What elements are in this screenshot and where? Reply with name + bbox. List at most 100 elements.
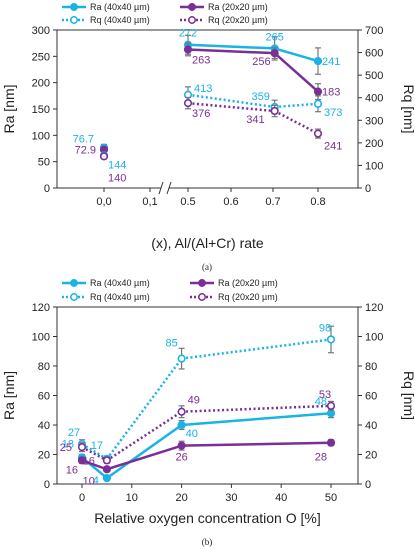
panel-b-ytick-right-label: 20 — [365, 450, 377, 462]
panel-a-series-3-segment — [274, 109, 319, 135]
panel-b-legend-swatch-marker — [198, 279, 206, 287]
panel-a-series-0-segment — [274, 47, 319, 63]
panel-b-series-2-segment — [181, 338, 332, 360]
panel-a-caption: (a) — [202, 262, 212, 272]
panel-b-series-3-point — [177, 407, 186, 416]
panel-b-ytick-left-label: 40 — [38, 420, 50, 432]
panel-a-y-axis-title-right: Rq [nm] — [401, 84, 415, 133]
panel-b-series-3-data-label: 25 — [60, 442, 72, 454]
panel-b-legend-swatch-marker — [70, 293, 78, 301]
panel-b-series-2-segment — [81, 443, 108, 461]
panel-a-series-1-data-label: 263 — [192, 54, 210, 66]
panel-b-legend-label: Ra (40x40 µm) — [90, 278, 150, 288]
panel-b-series-1-data-label: 28 — [315, 452, 327, 464]
panel-b-ytick-left-label: 0 — [44, 479, 50, 491]
panel-b-x-axis-title: Relative oxygen concentration O [%] — [94, 510, 320, 526]
panel-b-ytick-right-label: 120 — [365, 302, 383, 314]
panel-a-xtick-label: 0.7 — [265, 196, 280, 208]
panel-b-ytick-left-label: 100 — [32, 332, 50, 344]
panel-b-ytick-left-label: 20 — [38, 450, 50, 462]
panel-a-series-2-segment — [274, 102, 319, 109]
panel-a-ytick-right-label: 0 — [365, 183, 371, 195]
panel-b-series-2-data-label: 98 — [319, 322, 331, 334]
panel-a-legend-swatch-marker — [70, 16, 78, 24]
panel-a-series-3-point — [183, 99, 193, 108]
panel-a-ytick-right-label: 400 — [365, 93, 383, 105]
panel-a-series-0-data-label: 265 — [265, 31, 283, 43]
panel-b-ytick-right-label: 0 — [365, 479, 371, 491]
panel-a-legend-swatch-marker — [70, 3, 78, 11]
panel-b-series-3-point — [77, 443, 87, 452]
panel-b-ytick-right-label: 80 — [365, 361, 377, 373]
panel-b-series-0-point — [177, 420, 186, 430]
panel-b-y-axis-title-left: Ra [nm] — [1, 371, 17, 420]
panel-b-series-1-segment — [106, 444, 182, 471]
panel-a-ytick-left-label: 0 — [44, 183, 50, 195]
panel-b-series-0-point — [102, 474, 111, 483]
panel-a-legend-label: Ra (20x20 µm) — [208, 2, 268, 12]
panel-a-xtick-label: 0,0 — [96, 196, 111, 208]
panel-a-legend-swatch-marker — [188, 3, 196, 11]
panel-b-series-1-segment — [81, 459, 108, 471]
panel-a-series-3-data-label: 341 — [246, 114, 264, 126]
panel-b-series-1-point — [177, 441, 186, 450]
panel-b-series-3-data-label: 16 — [83, 455, 95, 467]
panel-a-xtick-label: 0.5 — [180, 196, 195, 208]
panel-b-legend-label: Rq (40x40 µm) — [90, 292, 150, 302]
panel-b-series-0-data-label: 18 — [62, 438, 74, 450]
panel-b-xtick-label: 20 — [175, 492, 187, 504]
panel-b-xtick-label: 30 — [225, 492, 237, 504]
panel-a-series-1-point — [313, 87, 323, 96]
panel-a-series-3-data-label: 376 — [192, 108, 210, 120]
panel-b-series-2-segment — [105, 357, 183, 460]
panel-b-series-0-data-label: 40 — [186, 428, 198, 440]
panel-a-series-3-segment — [187, 101, 275, 113]
panel-b-ytick-right-label: 60 — [365, 391, 377, 403]
panel-b-series-1-point — [102, 465, 111, 474]
panel-a-legend-label: Ra (40x40 µm) — [90, 2, 150, 12]
panel-a-ytick-left-label: 150 — [32, 104, 50, 116]
panel-a-series-2-segment — [187, 93, 275, 109]
panel-b-series-3-data-label: 53 — [319, 389, 331, 401]
panel-a-series-3-data-label: 241 — [324, 141, 342, 153]
panel-b-series-0-point — [326, 409, 336, 418]
panel-b-series-2-point — [177, 354, 186, 363]
panel-a-xtick-label: 0.6 — [223, 196, 238, 208]
panel-a-legend-label: Rq (40x40 µm) — [90, 15, 150, 25]
panel-a-series-3-point — [313, 129, 323, 138]
panel-a-axis-break-gap — [161, 182, 169, 194]
panel-a-axis-break-mark — [166, 181, 172, 195]
panel-a-series-2-data-label: 413 — [194, 83, 212, 95]
panel-a-xtick-label: 0.8 — [310, 196, 325, 208]
panel-b-series-1-data-label: 16 — [66, 464, 78, 476]
panel-b-series-1-point — [77, 456, 87, 465]
panel-a-series-1-data-label: 72.9 — [75, 145, 96, 157]
panel-a-series-2-data-label: 359 — [251, 91, 269, 103]
panel-a-series-3-point — [99, 152, 109, 161]
panel-a-series-0-point — [313, 56, 323, 66]
panel-b-xtick-label: 50 — [325, 492, 337, 504]
panel-b-series-1-data-label: 10 — [83, 475, 95, 487]
panel-a-series-1-data-label: 183 — [322, 87, 340, 99]
panel-a-series-2-data-label: 144 — [108, 159, 126, 171]
panel-b-ytick-right-label: 100 — [365, 332, 383, 344]
panel-b-series-3-data-label: 49 — [188, 395, 200, 407]
panel-a-series-1-segment — [273, 52, 319, 93]
panel-a-series-1-point — [183, 45, 193, 54]
panel-a-ytick-right-label: 500 — [365, 70, 383, 82]
panel-a-ytick-left-label: 100 — [32, 130, 50, 142]
panel-b-legend-swatch-marker — [198, 293, 206, 301]
panel-b-series-0-segment — [106, 423, 183, 480]
panel-b-ytick-right-label: 40 — [365, 420, 377, 432]
panel-a-ytick-right-label: 600 — [365, 48, 383, 60]
panel-b-series-2-point — [326, 335, 336, 344]
panel-b-series-2-data-label: 85 — [165, 338, 177, 350]
panel-b-series-3-segment — [81, 446, 108, 462]
panel-a-ytick-left-label: 250 — [32, 51, 50, 63]
panel-a-legend-label: Rq (20x20 µm) — [208, 15, 268, 25]
panel-a-series-2-data-label: 373 — [324, 107, 342, 119]
panel-b-caption: (b) — [202, 537, 213, 547]
panel-b-series-2-data-label: 27 — [68, 427, 80, 439]
panel-a-xtick-label: 0,1 — [142, 196, 157, 208]
